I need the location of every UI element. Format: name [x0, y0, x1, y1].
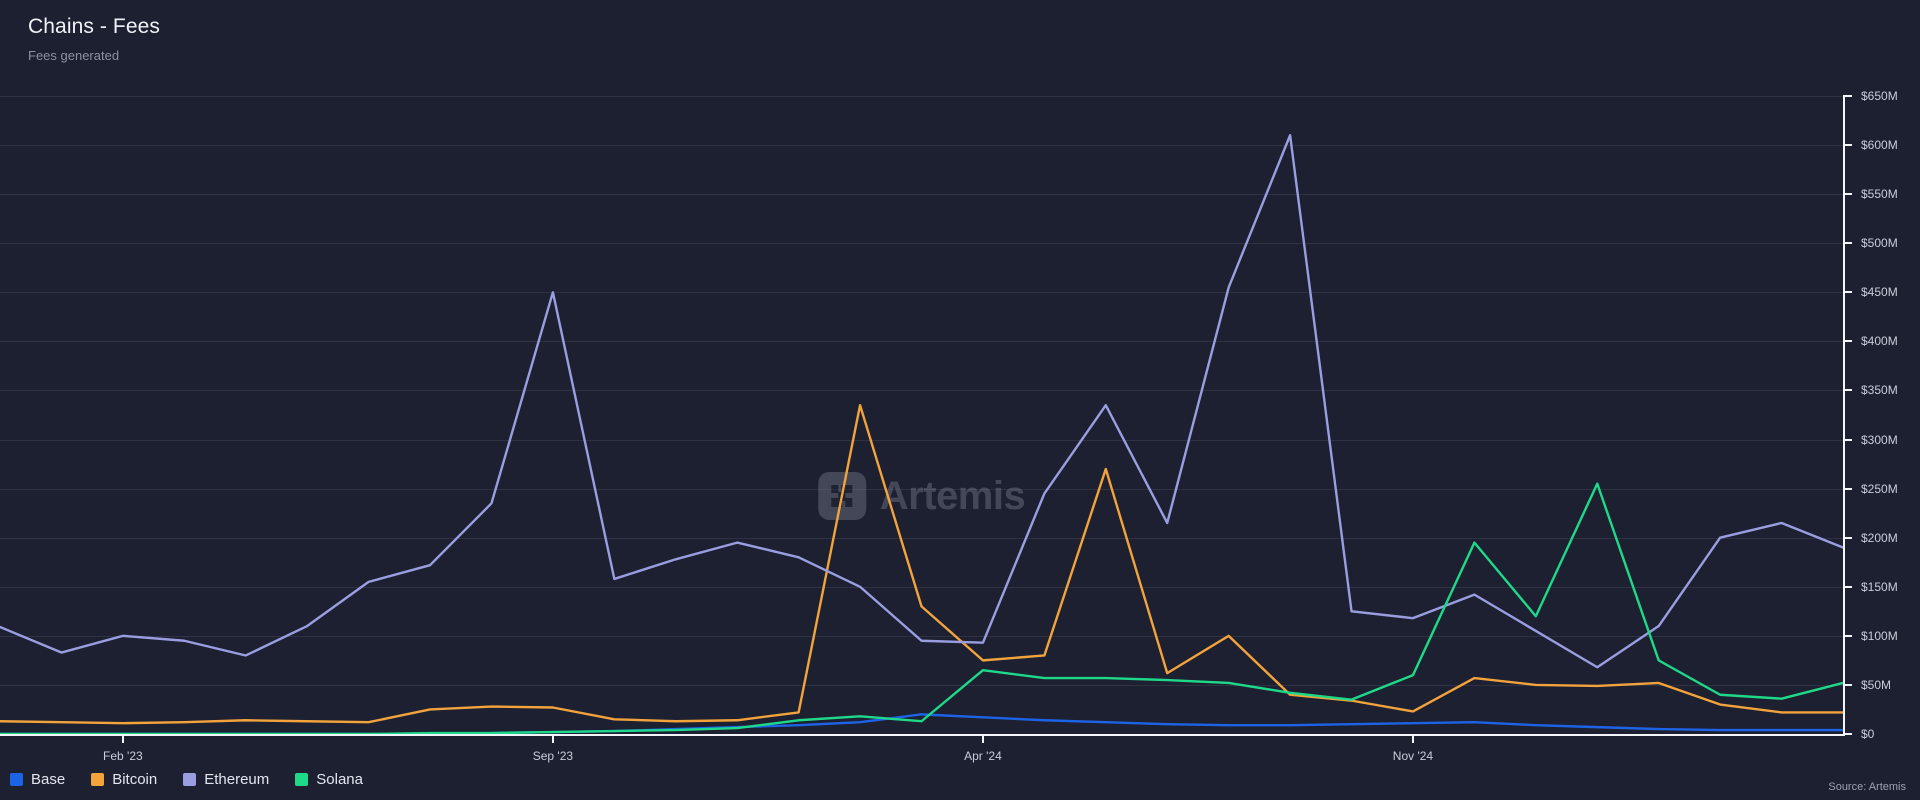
y-axis-label: $0 [1861, 727, 1875, 741]
chart-header: Chains - Fees Fees generated [28, 14, 160, 65]
legend-label: Base [31, 771, 66, 788]
y-axis-label: $50M [1861, 677, 1892, 692]
gridline [0, 635, 1843, 637]
gridline [0, 586, 1843, 588]
x-axis-label: Feb '23 [103, 749, 143, 763]
y-axis-tick [1843, 389, 1852, 392]
y-axis-label: $100M [1861, 628, 1898, 643]
x-axis-label: Apr '24 [964, 749, 1002, 763]
gridline [0, 684, 1843, 686]
y-axis-label: $200M [1861, 530, 1898, 545]
x-axis-tick [1411, 734, 1414, 743]
y-axis-tick [1843, 634, 1852, 637]
legend-item-solana[interactable]: Solana [295, 772, 363, 787]
gridline [0, 341, 1843, 343]
y-axis-tick [1843, 536, 1852, 539]
gridline [0, 488, 1843, 490]
gridline [0, 537, 1843, 539]
gridline [0, 194, 1843, 196]
y-axis-tick [1843, 733, 1852, 735]
gridlines [0, 96, 1843, 734]
y-axis-label: $250M [1861, 481, 1898, 496]
y-axis-label: $300M [1861, 432, 1898, 447]
series-line-ethereum [0, 134, 1845, 669]
x-axis-tick [551, 734, 554, 743]
legend-label: Solana [316, 771, 363, 788]
y-axis-tick [1843, 683, 1852, 686]
y-axis-label: $650M [1861, 89, 1898, 103]
page-title: Chains - Fees [28, 15, 161, 38]
legend-label: Bitcoin [112, 771, 158, 788]
axes: $0 $50M $100M $150M $200M $250M $300M $350M $400… [0, 90, 1898, 762]
legend-label: Ethereum [204, 771, 270, 788]
x-axis-spine [0, 734, 1845, 736]
gridline [0, 243, 1843, 245]
legend-item-ethereum[interactable]: Ethereum [183, 772, 269, 787]
series-line-bitcoin [0, 403, 1845, 725]
x-axis-tick [121, 734, 124, 743]
gridline [0, 390, 1843, 392]
y-axis-label: $550M [1861, 187, 1898, 202]
chart-legend[interactable]: Base Bitcoin Ethereum Solana [10, 772, 363, 787]
gridline [0, 145, 1843, 147]
legend-swatch-icon [91, 773, 105, 786]
y-axis-tick [1843, 438, 1852, 441]
x-axis-tick [981, 734, 984, 743]
y-axis-spine [1843, 96, 1845, 734]
y-axis-label: $600M [1861, 138, 1898, 153]
chart-subtitle: Fees generated [28, 48, 120, 63]
x-axis-label: Nov '24 [1392, 749, 1434, 763]
legend-item-bitcoin[interactable]: Bitcoin [91, 772, 157, 787]
y-axis-tick [1843, 144, 1852, 147]
y-axis-label: $150M [1861, 579, 1898, 594]
plot-area: Artemis $0 $50M $100M $150M $200M $250M $300M $… [0, 90, 1898, 762]
y-axis-tick [1843, 340, 1852, 343]
y-axis-tick [1843, 95, 1852, 97]
gridline [0, 439, 1843, 441]
source-attribution: Source: Artemis [1828, 781, 1906, 793]
legend-swatch-icon [183, 773, 197, 786]
y-axis-tick [1843, 193, 1852, 196]
legend-swatch-icon [295, 773, 309, 786]
y-axis-label: $500M [1861, 236, 1898, 251]
y-axis-label: $400M [1861, 334, 1898, 349]
gridline [0, 96, 1843, 97]
y-axis-tick [1843, 242, 1852, 245]
y-axis-tick [1843, 585, 1852, 588]
legend-item-base[interactable]: Base [10, 772, 65, 787]
x-axis-label: Sep '23 [532, 749, 574, 763]
y-axis-label: $350M [1861, 383, 1898, 398]
y-axis-tick [1843, 487, 1852, 490]
y-axis-label: $450M [1861, 285, 1898, 300]
legend-swatch-icon [10, 773, 23, 786]
y-axis-tick [1843, 291, 1852, 294]
gridline [0, 292, 1843, 294]
